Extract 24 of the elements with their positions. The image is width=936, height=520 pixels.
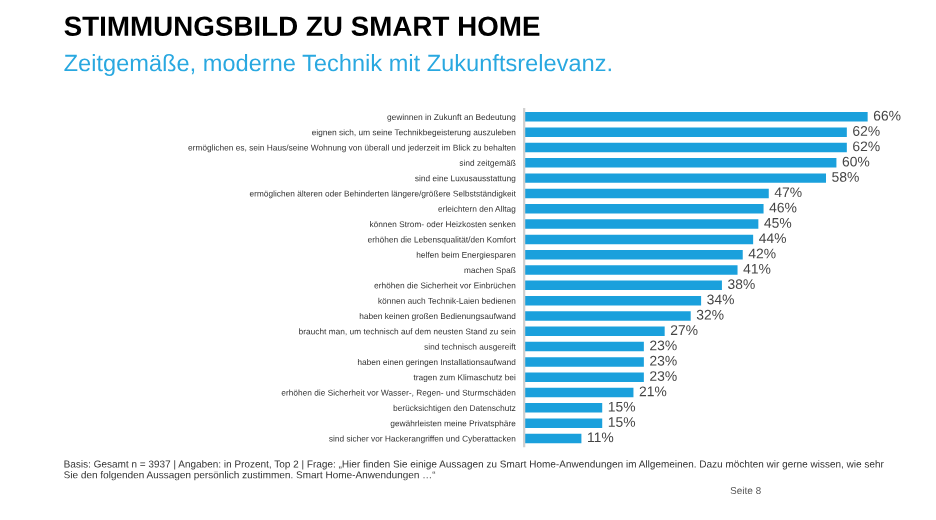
bar — [524, 204, 764, 214]
bar — [524, 112, 868, 122]
bar — [524, 142, 847, 153]
bar — [524, 326, 665, 337]
bar — [524, 158, 837, 168]
bar — [524, 357, 644, 367]
text: STIMMUNGSBILD ZU SMART HOME — [64, 16, 540, 37]
bar — [524, 265, 738, 275]
bar — [524, 372, 644, 382]
bar — [524, 433, 582, 444]
bar — [524, 188, 769, 199]
bar — [524, 418, 603, 428]
bar — [524, 387, 634, 398]
bar — [524, 249, 743, 260]
bar — [524, 219, 759, 229]
bar — [524, 311, 691, 321]
bar — [524, 234, 754, 245]
bar — [524, 127, 847, 137]
bar — [524, 280, 722, 291]
bar — [524, 295, 702, 306]
chart-subtitle: Zeitgemäße, moderne Technik mit Zukunftsrelevanz. — [64, 54, 611, 76]
bar — [524, 173, 827, 183]
bar — [524, 341, 644, 352]
bar — [524, 403, 603, 413]
